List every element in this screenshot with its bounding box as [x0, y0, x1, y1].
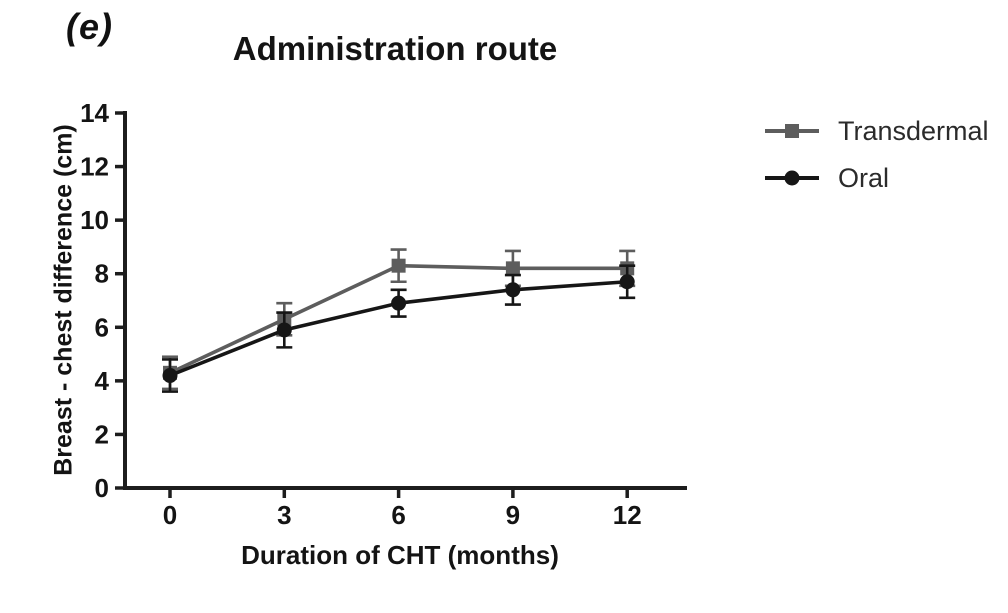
- legend-item-transdermal: Transdermal: [763, 116, 989, 146]
- x-tick-label: 12: [613, 500, 642, 530]
- y-tick-label: 2: [95, 419, 109, 449]
- panel-letter-label: (e): [66, 6, 113, 47]
- data-point-marker: [505, 261, 520, 276]
- legend: Transdermal Oral: [763, 116, 989, 210]
- y-tick-label: 14: [80, 98, 109, 128]
- x-tick-label: 3: [277, 500, 291, 530]
- data-point-marker: [619, 274, 635, 290]
- x-tick-label: 6: [391, 500, 405, 530]
- legend-label-oral: Oral: [838, 162, 890, 193]
- x-tick-label: 0: [163, 500, 177, 530]
- legend-swatch-marker: [785, 124, 799, 138]
- chart-title: Administration route: [232, 30, 558, 67]
- data-point-marker: [505, 282, 521, 298]
- legend-item-oral: Oral: [763, 163, 989, 193]
- y-tick-label: 12: [80, 152, 109, 182]
- y-tick-label: 8: [95, 259, 109, 289]
- legend-label-transdermal: Transdermal: [838, 115, 989, 146]
- legend-swatch-marker: [784, 170, 800, 186]
- data-point-marker: [391, 258, 406, 273]
- y-tick-label: 10: [80, 205, 109, 235]
- x-axis-title: Duration of CHT (months): [241, 540, 559, 570]
- transdermal-marker-icon: [765, 124, 819, 138]
- data-point-marker: [162, 368, 178, 383]
- y-tick-label: 0: [95, 473, 109, 503]
- data-point-marker: [276, 322, 292, 338]
- y-tick-label: 6: [95, 312, 109, 342]
- x-tick-label: 9: [506, 500, 520, 530]
- data-point-marker: [391, 295, 407, 311]
- y-tick-label: 4: [95, 366, 110, 396]
- oral-marker-icon: [765, 170, 819, 186]
